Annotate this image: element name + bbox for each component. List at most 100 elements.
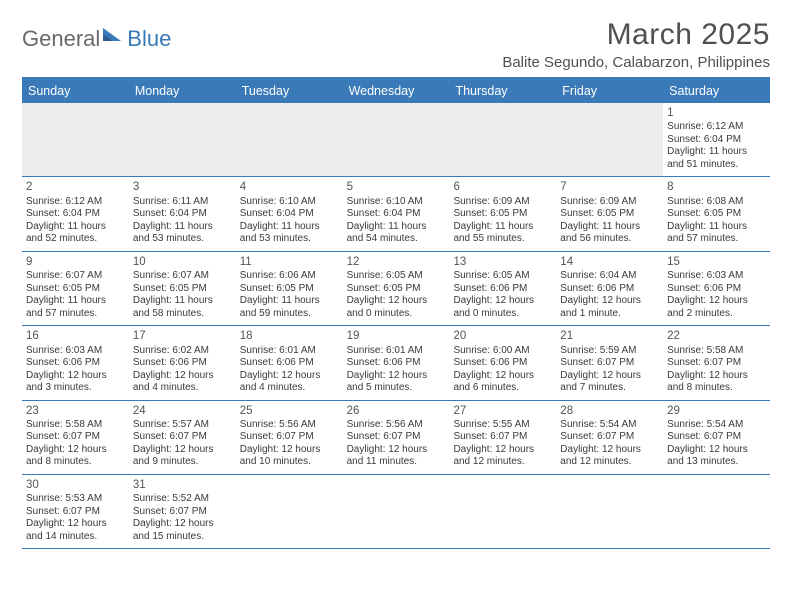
day-cell: 19Sunrise: 6:01 AMSunset: 6:06 PMDayligh… [343,326,450,399]
day-cell: 26Sunrise: 5:56 AMSunset: 6:07 PMDayligh… [343,401,450,474]
sunrise-text: Sunrise: 5:59 AM [560,345,659,358]
day-number: 3 [133,180,232,194]
sunset-text: Sunset: 6:07 PM [133,506,232,519]
sunrise-text: Sunrise: 5:52 AM [133,493,232,506]
day-number: 4 [240,180,339,194]
sunset-text: Sunset: 6:06 PM [453,357,552,370]
week-row: 9Sunrise: 6:07 AMSunset: 6:05 PMDaylight… [22,251,770,325]
sunrise-text: Sunrise: 6:05 AM [453,270,552,283]
weeks-container: 1Sunrise: 6:12 AMSunset: 6:04 PMDaylight… [22,103,770,548]
day-cell: 17Sunrise: 6:02 AMSunset: 6:06 PMDayligh… [129,326,236,399]
sunset-text: Sunset: 6:07 PM [667,431,766,444]
daylight-text: Daylight: 12 hours and 0 minutes. [347,295,446,320]
daylight-text: Daylight: 12 hours and 3 minutes. [26,370,125,395]
daylight-text: Daylight: 12 hours and 15 minutes. [133,518,232,543]
empty-cell [236,103,343,176]
day-cell: 3Sunrise: 6:11 AMSunset: 6:04 PMDaylight… [129,177,236,250]
day-number: 11 [240,255,339,269]
daylight-text: Daylight: 12 hours and 0 minutes. [453,295,552,320]
sunset-text: Sunset: 6:04 PM [667,134,766,147]
daylight-text: Daylight: 11 hours and 59 minutes. [240,295,339,320]
empty-cell [556,103,663,176]
day-cell: 1Sunrise: 6:12 AMSunset: 6:04 PMDaylight… [663,103,770,176]
sunset-text: Sunset: 6:06 PM [560,283,659,296]
sunrise-text: Sunrise: 5:58 AM [667,345,766,358]
sunrise-text: Sunrise: 6:07 AM [26,270,125,283]
daylight-text: Daylight: 12 hours and 8 minutes. [26,444,125,469]
sunrise-text: Sunrise: 6:11 AM [133,196,232,209]
title-block: March 2025 Balite Segundo, Calabarzon, P… [502,18,770,71]
daylight-text: Daylight: 11 hours and 52 minutes. [26,221,125,246]
sunrise-text: Sunrise: 6:09 AM [453,196,552,209]
empty-cell [449,475,556,548]
day-cell: 5Sunrise: 6:10 AMSunset: 6:04 PMDaylight… [343,177,450,250]
sunset-text: Sunset: 6:07 PM [667,357,766,370]
day-cell: 30Sunrise: 5:53 AMSunset: 6:07 PMDayligh… [22,475,129,548]
sunset-text: Sunset: 6:06 PM [133,357,232,370]
sunset-text: Sunset: 6:07 PM [240,431,339,444]
day-cell: 16Sunrise: 6:03 AMSunset: 6:06 PMDayligh… [22,326,129,399]
day-cell: 25Sunrise: 5:56 AMSunset: 6:07 PMDayligh… [236,401,343,474]
day-number: 16 [26,329,125,343]
day-number: 30 [26,478,125,492]
sunrise-text: Sunrise: 5:53 AM [26,493,125,506]
daylight-text: Daylight: 11 hours and 53 minutes. [240,221,339,246]
sunrise-text: Sunrise: 6:05 AM [347,270,446,283]
sunset-text: Sunset: 6:07 PM [26,431,125,444]
day-cell: 24Sunrise: 5:57 AMSunset: 6:07 PMDayligh… [129,401,236,474]
day-cell: 20Sunrise: 6:00 AMSunset: 6:06 PMDayligh… [449,326,556,399]
daylight-text: Daylight: 11 hours and 54 minutes. [347,221,446,246]
day-number: 10 [133,255,232,269]
day-number: 26 [347,404,446,418]
sunset-text: Sunset: 6:07 PM [133,431,232,444]
empty-cell [663,475,770,548]
dow-saturday: Saturday [663,79,770,103]
day-cell: 22Sunrise: 5:58 AMSunset: 6:07 PMDayligh… [663,326,770,399]
daylight-text: Daylight: 11 hours and 51 minutes. [667,146,766,171]
sunset-text: Sunset: 6:07 PM [347,431,446,444]
daylight-text: Daylight: 12 hours and 13 minutes. [667,444,766,469]
daylight-text: Daylight: 12 hours and 1 minute. [560,295,659,320]
day-cell: 10Sunrise: 6:07 AMSunset: 6:05 PMDayligh… [129,252,236,325]
day-cell: 2Sunrise: 6:12 AMSunset: 6:04 PMDaylight… [22,177,129,250]
daylight-text: Daylight: 11 hours and 56 minutes. [560,221,659,246]
day-cell: 21Sunrise: 5:59 AMSunset: 6:07 PMDayligh… [556,326,663,399]
empty-cell [556,475,663,548]
day-number: 9 [26,255,125,269]
dow-monday: Monday [129,79,236,103]
week-row: 1Sunrise: 6:12 AMSunset: 6:04 PMDaylight… [22,103,770,176]
empty-cell [449,103,556,176]
sunrise-text: Sunrise: 6:12 AM [26,196,125,209]
sunset-text: Sunset: 6:05 PM [347,283,446,296]
sunrise-text: Sunrise: 6:00 AM [453,345,552,358]
sunrise-text: Sunrise: 5:54 AM [667,419,766,432]
sunrise-text: Sunrise: 6:02 AM [133,345,232,358]
sunset-text: Sunset: 6:07 PM [560,431,659,444]
day-number: 1 [667,106,766,120]
sunrise-text: Sunrise: 6:08 AM [667,196,766,209]
week-row: 2Sunrise: 6:12 AMSunset: 6:04 PMDaylight… [22,176,770,250]
day-cell: 14Sunrise: 6:04 AMSunset: 6:06 PMDayligh… [556,252,663,325]
dow-tuesday: Tuesday [236,79,343,103]
empty-cell [343,475,450,548]
day-number: 5 [347,180,446,194]
flag-icon [103,26,125,52]
daylight-text: Daylight: 11 hours and 55 minutes. [453,221,552,246]
daylight-text: Daylight: 12 hours and 5 minutes. [347,370,446,395]
sunrise-text: Sunrise: 6:10 AM [240,196,339,209]
daylight-text: Daylight: 12 hours and 9 minutes. [133,444,232,469]
sunset-text: Sunset: 6:05 PM [240,283,339,296]
dow-thursday: Thursday [449,79,556,103]
sunset-text: Sunset: 6:05 PM [26,283,125,296]
day-cell: 18Sunrise: 6:01 AMSunset: 6:06 PMDayligh… [236,326,343,399]
sunrise-text: Sunrise: 6:01 AM [347,345,446,358]
sunrise-text: Sunrise: 6:04 AM [560,270,659,283]
day-cell: 27Sunrise: 5:55 AMSunset: 6:07 PMDayligh… [449,401,556,474]
sunrise-text: Sunrise: 6:03 AM [667,270,766,283]
sunrise-text: Sunrise: 5:54 AM [560,419,659,432]
daylight-text: Daylight: 12 hours and 4 minutes. [133,370,232,395]
day-number: 25 [240,404,339,418]
dow-friday: Friday [556,79,663,103]
month-year: March 2025 [502,18,770,52]
sunset-text: Sunset: 6:05 PM [560,208,659,221]
